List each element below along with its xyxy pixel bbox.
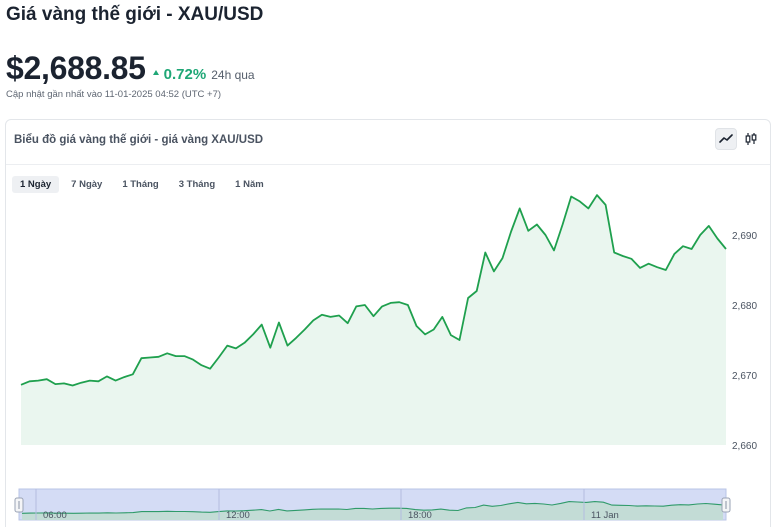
current-price: $2,688.85 [6,50,146,86]
price-area [21,195,726,445]
page-title: Giá vàng thế giới - XAU/USD [6,4,264,25]
y-tick-label: 2,670 [732,371,757,382]
tab-3-months[interactable]: 3 Tháng [178,179,216,190]
card-divider [6,164,770,165]
y-tick-label: 2,680 [732,301,757,312]
change-period: 24h qua [211,68,255,82]
navigator-time-label: 06:00 [43,510,67,521]
tab-7-days[interactable]: 7 Ngày [71,179,103,190]
candlestick-icon [745,133,757,145]
change-percent: 0.72% [163,66,207,83]
navigator-line [21,501,724,514]
tab-1-year[interactable]: 1 Năm [235,179,264,190]
up-arrow-icon [152,70,159,75]
tab-1-month[interactable]: 1 Tháng [122,179,159,190]
range-tabs: 1 Ngày 7 Ngày 1 Tháng 3 Tháng 1 Năm [12,176,272,193]
last-updated: Cập nhật gần nhất vào 11-01-2025 04:52 (… [6,89,222,100]
tab-1-day[interactable]: 1 Ngày [12,176,60,193]
price-row: $2,688.85 0.72% 24h qua [6,50,255,87]
chart-type-toggle [715,128,762,150]
line-chart-button[interactable] [715,128,737,150]
candlestick-button[interactable] [740,128,762,150]
navigator-time-label: 18:00 [408,510,432,521]
navigator-time-label: 12:00 [226,510,250,521]
y-tick-label: 2,660 [732,441,757,452]
chart-title: Biểu đồ giá vàng thế giới - giá vàng XAU… [14,134,264,146]
price-line [20,194,727,387]
navigator-time-label: 11 Jan [591,510,619,521]
line-chart-icon [719,134,733,143]
y-tick-label: 2,690 [732,231,757,242]
navigator-area [22,501,723,520]
